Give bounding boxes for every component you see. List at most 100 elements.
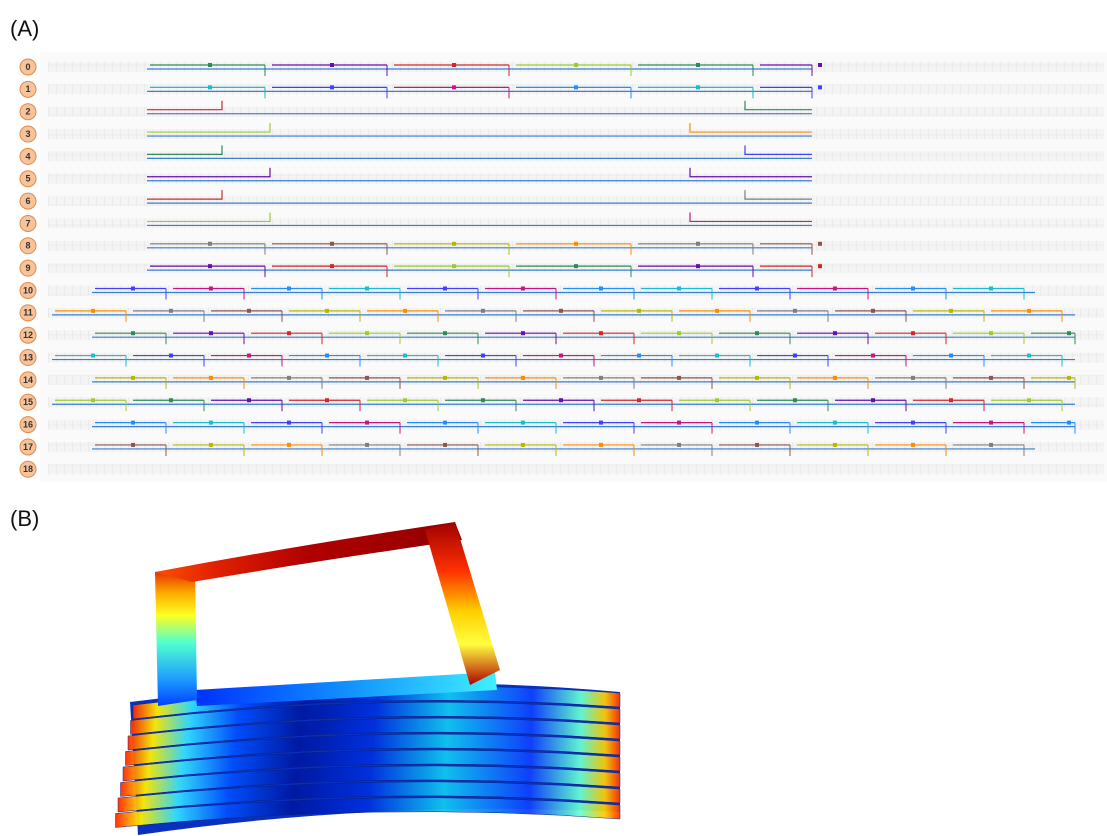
row-label: 2 — [25, 107, 30, 117]
row-grid — [48, 397, 1104, 407]
row-label: 13 — [23, 352, 33, 362]
staple-end — [169, 309, 173, 313]
staple-end — [871, 354, 875, 358]
row-grid — [48, 464, 1104, 474]
staple-end — [325, 309, 329, 313]
staple-end — [818, 264, 822, 268]
staple-end — [365, 421, 369, 425]
staple-end — [793, 309, 797, 313]
staple-end — [755, 443, 759, 447]
staple-end — [287, 421, 291, 425]
staple-end — [365, 443, 369, 447]
staple-end — [818, 242, 822, 246]
staple-end — [755, 376, 759, 380]
staple-end — [452, 242, 456, 246]
row-grid — [48, 196, 1104, 206]
staple-end — [131, 443, 135, 447]
staple-end — [559, 354, 563, 358]
row-label: 16 — [23, 419, 33, 429]
staple-end — [715, 309, 719, 313]
row-label: 18 — [23, 464, 33, 474]
staple-end — [559, 309, 563, 313]
staple-end — [989, 287, 993, 291]
staple-end — [209, 376, 213, 380]
staple-end — [818, 63, 822, 67]
frame-top — [155, 522, 462, 582]
staple-end — [599, 287, 603, 291]
staple-end — [481, 309, 485, 313]
staple-end — [911, 287, 915, 291]
row-label: 10 — [23, 285, 33, 295]
staple-end — [452, 85, 456, 89]
staple-end — [1067, 331, 1071, 335]
staple-end — [677, 421, 681, 425]
staple-end — [637, 309, 641, 313]
staple-end — [755, 421, 759, 425]
staple-end — [209, 443, 213, 447]
staple-end — [209, 331, 213, 335]
staple-end — [949, 309, 953, 313]
staple-end — [1027, 309, 1031, 313]
staple-end — [325, 398, 329, 402]
staple-end — [247, 309, 251, 313]
staple-end — [637, 398, 641, 402]
staple-end — [818, 85, 822, 89]
staple-end — [247, 398, 251, 402]
staple-end — [131, 287, 135, 291]
staple-end — [911, 376, 915, 380]
row-label: 3 — [25, 129, 30, 139]
staple-end — [330, 264, 334, 268]
staple-end — [1027, 398, 1031, 402]
row-label: 11 — [23, 308, 33, 318]
staple-end — [599, 443, 603, 447]
staple-end — [452, 264, 456, 268]
staple-end — [989, 331, 993, 335]
staple-end — [599, 376, 603, 380]
staple-end — [833, 421, 837, 425]
staple-end — [91, 309, 95, 313]
figure: (A) 0123456789101112131415161718 (B) — [0, 0, 1107, 836]
staple-end — [443, 376, 447, 380]
row-label: 0 — [25, 62, 30, 72]
panel-label: (B) — [10, 506, 39, 531]
staple-end — [521, 331, 525, 335]
staple-end — [677, 287, 681, 291]
staple-end — [696, 242, 700, 246]
staple-end — [208, 264, 212, 268]
row-grid — [48, 107, 1104, 117]
staple-end — [365, 287, 369, 291]
staple-end — [599, 331, 603, 335]
frame-left — [155, 566, 197, 706]
staple-end — [1027, 354, 1031, 358]
staple-end — [833, 443, 837, 447]
staple-end — [403, 398, 407, 402]
staple-end — [1067, 376, 1071, 380]
staple-end — [91, 398, 95, 402]
staple-end — [715, 354, 719, 358]
staple-end — [677, 376, 681, 380]
staple-end — [574, 85, 578, 89]
staple-end — [287, 376, 291, 380]
staple-end — [949, 398, 953, 402]
staple-end — [755, 331, 759, 335]
row-label: 1 — [25, 84, 30, 94]
row-label: 14 — [23, 375, 33, 385]
staple-end — [949, 354, 953, 358]
staple-end — [871, 398, 875, 402]
staple-end — [325, 354, 329, 358]
staple-end — [481, 398, 485, 402]
staple-end — [365, 331, 369, 335]
staple-end — [911, 443, 915, 447]
staple-end — [131, 376, 135, 380]
staple-end — [574, 264, 578, 268]
row-grid — [48, 218, 1104, 228]
staple-end — [287, 287, 291, 291]
row-label: 5 — [25, 174, 30, 184]
staple-end — [755, 287, 759, 291]
staple-end — [521, 287, 525, 291]
row-label: 7 — [25, 218, 30, 228]
staple-end — [1067, 421, 1071, 425]
row-label: 9 — [25, 263, 30, 273]
row-label: 8 — [25, 241, 30, 251]
staple-end — [403, 354, 407, 358]
